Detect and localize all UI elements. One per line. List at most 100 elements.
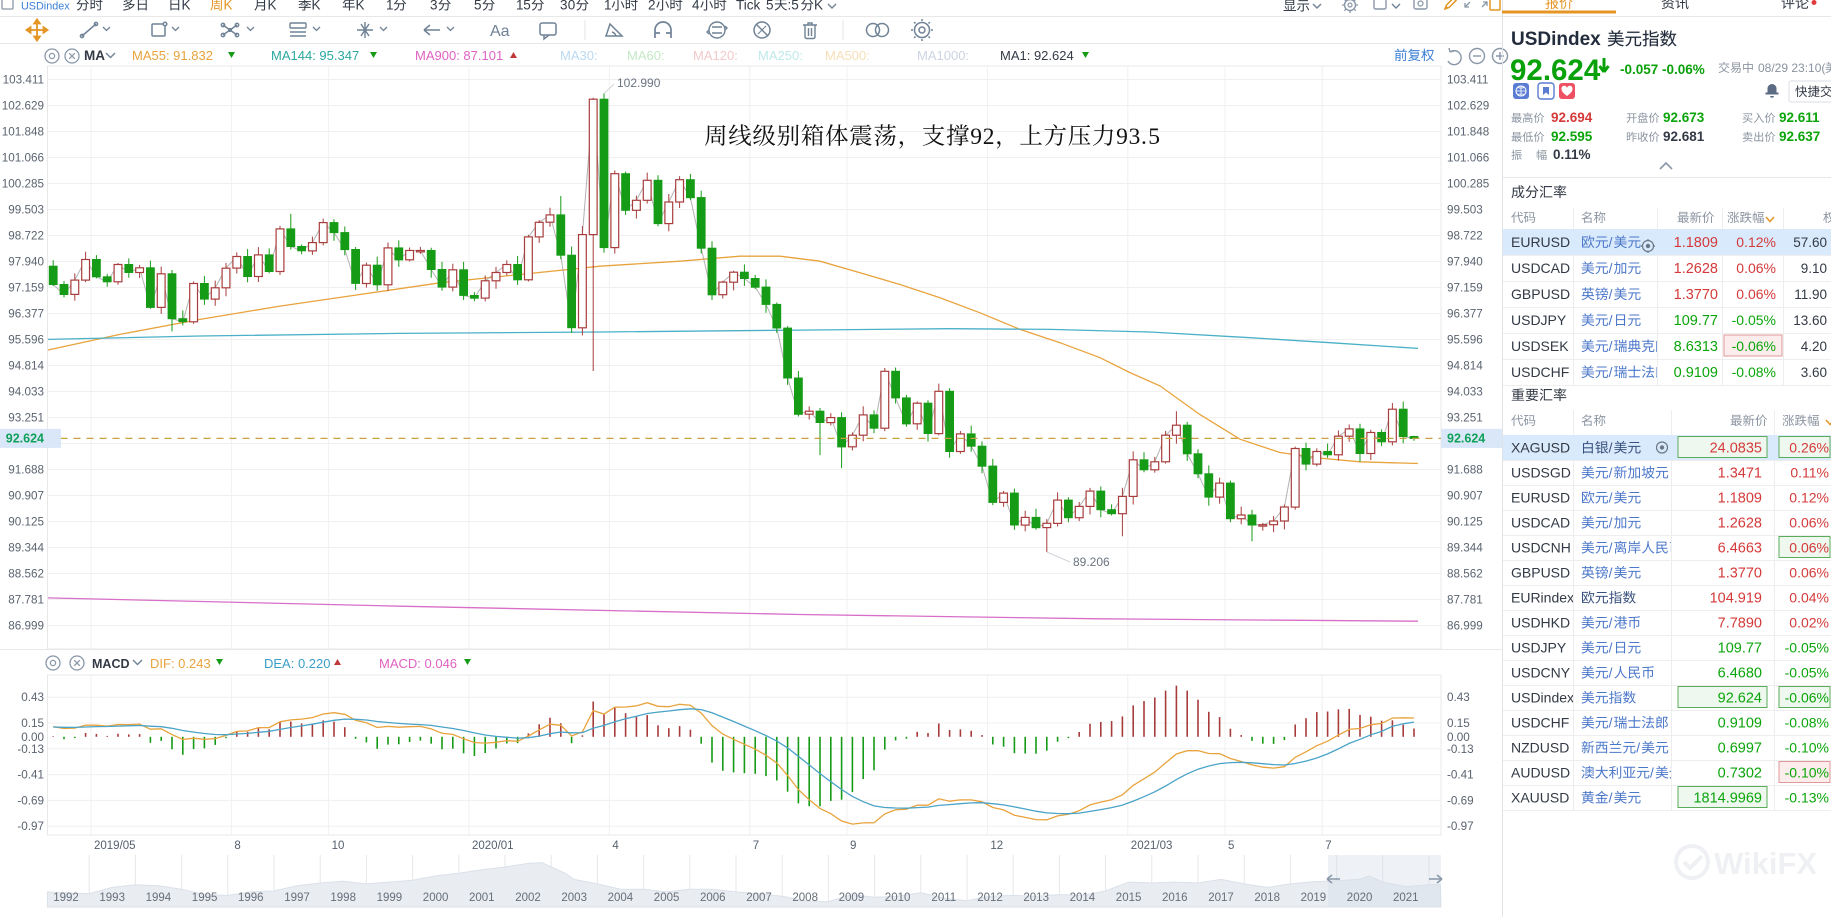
svg-text:92.673: 92.673 <box>1663 110 1705 125</box>
svg-text:-0.05%: -0.05% <box>1732 312 1776 328</box>
svg-text:-0.97: -0.97 <box>17 820 44 833</box>
svg-text:-0.06%: -0.06% <box>1732 338 1776 354</box>
svg-text:24.0835: 24.0835 <box>1710 441 1762 457</box>
svg-text:3.60: 3.60 <box>1801 365 1827 380</box>
svg-text:94.033: 94.033 <box>1447 386 1483 399</box>
svg-text:0.9109: 0.9109 <box>1718 716 1762 732</box>
svg-text:DEA: 0.220: DEA: 0.220 <box>264 656 331 671</box>
svg-text:100.285: 100.285 <box>2 178 45 191</box>
svg-text:99.503: 99.503 <box>8 204 44 217</box>
svg-text:K: K <box>312 0 321 13</box>
svg-text:2017: 2017 <box>1208 892 1234 904</box>
svg-text:102.990: 102.990 <box>617 76 661 90</box>
svg-text:5: 5 <box>474 0 482 13</box>
svg-text:-0.057 -0.06%: -0.057 -0.06% <box>1620 62 1705 77</box>
svg-text:1996: 1996 <box>238 892 264 904</box>
svg-text:-0.13: -0.13 <box>1447 743 1474 756</box>
svg-text:92.637: 92.637 <box>1779 129 1820 144</box>
svg-text:2004: 2004 <box>608 892 634 904</box>
svg-text:0.43: 0.43 <box>21 691 44 704</box>
svg-text:1998: 1998 <box>330 892 356 904</box>
svg-text:/: / <box>1609 287 1613 302</box>
svg-text:MA144: 95.347: MA144: 95.347 <box>271 48 359 63</box>
svg-text:92.611: 92.611 <box>1779 110 1820 125</box>
svg-text:13.60: 13.60 <box>1793 313 1827 328</box>
svg-text:2015: 2015 <box>1116 892 1142 904</box>
svg-text:93.251: 93.251 <box>8 412 44 425</box>
svg-text:/: / <box>1609 541 1613 556</box>
svg-text:6.4663: 6.4663 <box>1718 541 1762 557</box>
svg-text:97.940: 97.940 <box>8 256 44 269</box>
svg-text:92.681: 92.681 <box>1663 129 1705 144</box>
svg-text:12: 12 <box>990 840 1003 852</box>
svg-text:0.12%: 0.12% <box>1736 234 1776 250</box>
svg-text:2005: 2005 <box>654 892 680 904</box>
svg-text:97.159: 97.159 <box>8 282 44 295</box>
svg-text:-0.97: -0.97 <box>1447 820 1474 833</box>
svg-text:1: 1 <box>516 0 524 13</box>
svg-text:1997: 1997 <box>284 892 310 904</box>
svg-text:0.00: 0.00 <box>1447 731 1470 744</box>
svg-text:94.814: 94.814 <box>8 360 44 373</box>
svg-text:94.033: 94.033 <box>8 386 44 399</box>
svg-text:95.596: 95.596 <box>8 334 44 347</box>
svg-text:USDCNY: USDCNY <box>1511 665 1571 681</box>
svg-text:-0.13: -0.13 <box>17 743 44 756</box>
svg-text:5: 5 <box>766 0 774 13</box>
svg-text:90.907: 90.907 <box>1447 490 1483 503</box>
svg-text:USDCAD: USDCAD <box>1511 515 1570 531</box>
svg-text:MACD: 0.046: MACD: 0.046 <box>379 656 457 671</box>
svg-text:0.06%: 0.06% <box>1789 540 1829 556</box>
svg-text:2009: 2009 <box>839 892 865 904</box>
svg-text:88.562: 88.562 <box>8 568 44 581</box>
svg-text:87.781: 87.781 <box>8 594 44 607</box>
svg-text:GBPUSD: GBPUSD <box>1511 286 1570 302</box>
svg-text:Tick: Tick <box>736 0 760 13</box>
svg-text:/: / <box>1609 365 1613 380</box>
svg-text:0.7302: 0.7302 <box>1718 766 1762 782</box>
svg-text:USDHKD: USDHKD <box>1511 615 1570 631</box>
svg-text:1: 1 <box>386 0 394 13</box>
svg-text:1995: 1995 <box>192 892 218 904</box>
svg-text:0.11%: 0.11% <box>1553 147 1591 162</box>
svg-text:0.9109: 0.9109 <box>1674 365 1718 381</box>
svg-text:2000: 2000 <box>423 892 449 904</box>
svg-text:/: / <box>1609 641 1613 656</box>
svg-text:2021: 2021 <box>1393 892 1419 904</box>
svg-text:1814.9969: 1814.9969 <box>1693 791 1762 807</box>
svg-text:-0.10%: -0.10% <box>1785 740 1829 756</box>
svg-text:91.688: 91.688 <box>1447 464 1483 477</box>
svg-text:-0.69: -0.69 <box>17 794 44 807</box>
svg-text:USDCHF: USDCHF <box>1511 364 1569 380</box>
svg-text:103.411: 103.411 <box>3 74 44 87</box>
svg-text:2019/05: 2019/05 <box>94 840 136 852</box>
svg-text:5: 5 <box>523 0 531 13</box>
svg-text:86.999: 86.999 <box>1447 620 1483 633</box>
svg-text:2011: 2011 <box>931 892 956 904</box>
svg-text:9: 9 <box>970 124 982 150</box>
svg-text:91.688: 91.688 <box>8 464 44 477</box>
svg-text:1992: 1992 <box>53 892 79 904</box>
svg-text:K: K <box>814 0 823 13</box>
svg-text:08/29 23:10(: 08/29 23:10( <box>1758 61 1825 75</box>
svg-text:WikiFX: WikiFX <box>1714 846 1817 881</box>
svg-text:-0.69: -0.69 <box>1447 794 1474 807</box>
svg-text:92.624: 92.624 <box>1510 54 1601 87</box>
svg-text:109.77: 109.77 <box>1674 313 1718 329</box>
svg-text:9: 9 <box>1116 124 1128 150</box>
svg-text:1999: 1999 <box>377 892 403 904</box>
svg-text:9.10: 9.10 <box>1801 261 1827 276</box>
svg-text:-0.08%: -0.08% <box>1732 364 1776 380</box>
svg-text:3: 3 <box>1129 124 1141 150</box>
svg-text:1993: 1993 <box>99 892 125 904</box>
svg-text:DIF: 0.243: DIF: 0.243 <box>150 656 211 671</box>
svg-text:EURUSD: EURUSD <box>1511 490 1570 506</box>
svg-text:2006: 2006 <box>700 892 726 904</box>
svg-text:7: 7 <box>753 840 759 852</box>
svg-text:4: 4 <box>612 840 619 852</box>
svg-text:MA: MA <box>84 48 105 63</box>
svg-text:K: K <box>182 0 191 13</box>
svg-text:102.629: 102.629 <box>2 100 44 113</box>
svg-text:USDCNH: USDCNH <box>1511 540 1571 556</box>
svg-text:2008: 2008 <box>792 892 818 904</box>
